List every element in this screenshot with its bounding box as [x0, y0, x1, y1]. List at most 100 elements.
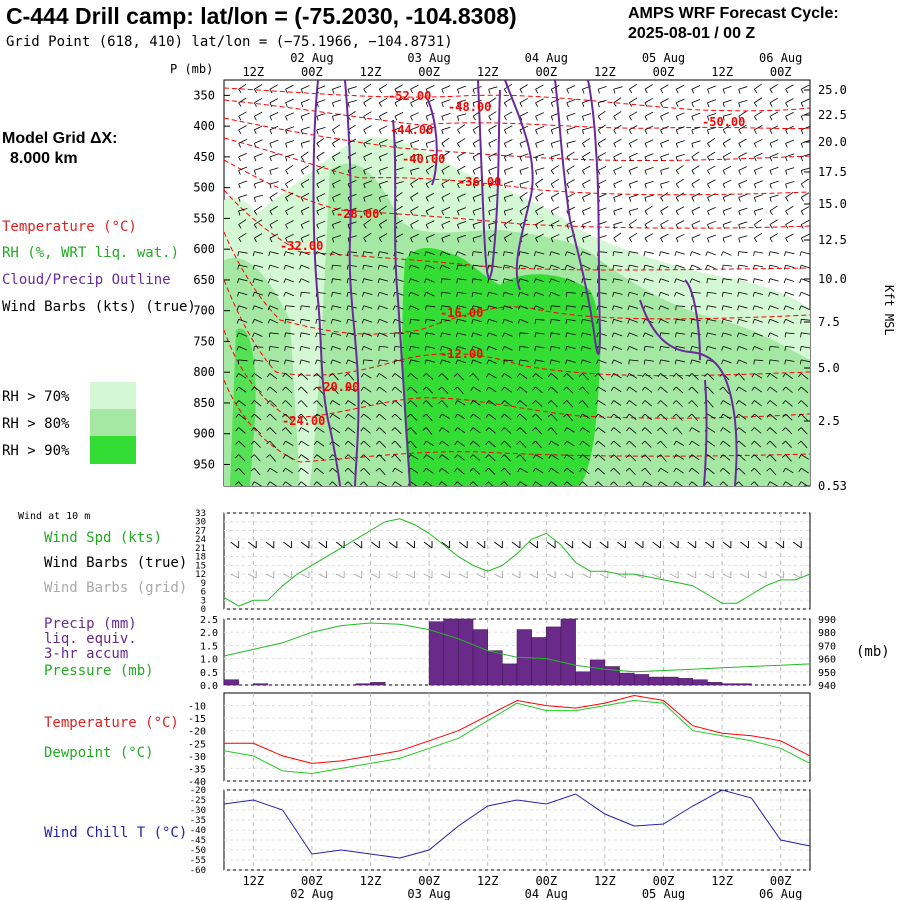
wind-barb-shaft — [269, 139, 279, 144]
wind-barb-shaft — [254, 251, 264, 254]
wind-barb-flag — [674, 292, 677, 297]
wind-barb-flag — [799, 292, 802, 297]
wind-barb-flag — [316, 224, 319, 229]
wind-barb-shaft — [269, 305, 279, 310]
wind-barb-flag — [391, 413, 396, 418]
wind-barb-shaft — [769, 233, 778, 239]
wind-barb-shaft — [785, 167, 795, 171]
wind-barb-flag — [582, 89, 585, 94]
wind-barb-flag — [566, 143, 569, 148]
wind-barb-flag — [472, 265, 474, 270]
wind-barb-flag — [721, 332, 724, 338]
wind-barb-flag — [658, 319, 661, 324]
wind-barb-flag — [767, 332, 771, 338]
wind-barb-shaft — [676, 84, 685, 90]
wind-barb-shaft — [535, 206, 544, 212]
wind-barb-shaft — [629, 467, 636, 476]
wind-barb-flag — [253, 210, 258, 215]
wind-barb-flag — [641, 427, 646, 432]
wind-barb-flag — [535, 237, 538, 243]
wind-barb-shaft — [629, 83, 638, 90]
precip-tick-label: 0.5 — [200, 668, 218, 679]
wind-barb-shaft — [410, 139, 420, 144]
wind-barb-flag — [410, 116, 413, 121]
wind-barb-shaft — [676, 220, 685, 225]
wind-barb-flag — [675, 183, 679, 188]
wind-barb-shaft — [332, 251, 341, 256]
wind-barb-flag — [424, 265, 427, 270]
wind-barb-shaft — [738, 86, 748, 90]
wind-barb-shaft — [785, 205, 794, 212]
wind-barb-flag — [313, 386, 318, 391]
wind-barb-shaft — [535, 98, 544, 104]
wind-barb-flag — [407, 373, 411, 378]
wind-barb-flag — [488, 129, 492, 134]
wind-barb-shaft — [504, 233, 513, 239]
wind-barb-shaft — [238, 427, 246, 434]
wind-barb-flag — [266, 427, 271, 431]
wind-barb-flag — [344, 454, 349, 459]
wind-barb-flag — [516, 386, 521, 391]
wind-barb-flag — [594, 467, 599, 472]
wind-barbs-grid-label: Wind Barbs (grid) — [44, 580, 187, 596]
wind10m-barb-true — [599, 541, 609, 549]
wind-barb-flag — [738, 102, 741, 108]
wind-barb-shaft — [597, 400, 606, 406]
precip-tick-label: 1.0 — [200, 655, 218, 666]
wind-barb-flag — [315, 332, 318, 338]
wind-barb-shaft — [535, 386, 543, 394]
bottom-time-tick-label: 12Z — [477, 874, 499, 888]
precip-bar — [692, 679, 708, 686]
wind-barb-flag — [363, 210, 366, 216]
wind-barb-shaft — [691, 85, 701, 90]
wind-barb-shaft — [566, 85, 576, 90]
wind-barb-flag — [363, 237, 367, 243]
wind-barb-flag — [488, 102, 492, 107]
wind-barb-flag — [300, 129, 303, 135]
wind-barb-flag — [409, 319, 411, 324]
wind-barb-shaft — [379, 373, 387, 379]
wind-barb-shaft — [472, 318, 482, 323]
wind-barb-flag — [610, 467, 614, 472]
wind-barb-shaft — [488, 180, 498, 185]
wind-barb-shaft — [550, 178, 560, 185]
wind-barb-flag — [800, 319, 802, 324]
wind-barb-flag — [565, 319, 568, 324]
wind-barb-flag — [580, 359, 583, 365]
wind-barb-flag — [377, 278, 380, 284]
wind-barb-shaft — [519, 305, 529, 310]
wind-barb-shaft — [300, 85, 310, 90]
wind-barb-shaft — [457, 454, 465, 461]
wind-barb-flag — [660, 116, 663, 121]
wind-barb-shaft — [363, 427, 371, 434]
wind-barb-shaft — [785, 481, 793, 486]
wind-barb-shaft — [504, 373, 513, 379]
wind-barb-flag — [641, 386, 646, 391]
temperature-contour — [224, 99, 810, 130]
wind-barb-shaft — [582, 127, 592, 131]
wind-barb-flag — [346, 346, 349, 351]
wind-barb-flag — [393, 346, 396, 351]
wind-barb-shaft — [488, 359, 498, 364]
wind-barb-shaft — [722, 345, 732, 350]
wind-barb-shaft — [410, 440, 417, 449]
model-grid-value: 8.000 km — [10, 150, 78, 167]
wind-barb-shaft — [754, 251, 764, 254]
wind-barb-flag — [644, 183, 647, 189]
wind-barb-flag — [375, 454, 380, 459]
wind-barb-shaft — [582, 481, 588, 486]
wind-barb-flag — [424, 278, 427, 283]
wind-barb-shaft — [504, 359, 514, 362]
wind-barb-flag — [251, 386, 255, 391]
wind-barb-shaft — [363, 166, 373, 171]
wind-barb-flag — [375, 467, 380, 472]
model-grid-label: Model Grid ΔX: — [2, 130, 118, 147]
wind-barb-shaft — [363, 152, 373, 158]
wind-barb-flag — [268, 265, 271, 270]
wind-barb-flag — [516, 413, 521, 418]
wind-barb-flag — [644, 210, 648, 215]
wind-barb-flag — [487, 265, 490, 270]
wind-barb-shaft — [644, 440, 652, 448]
temp-panel: Temperature (°C) Dewpoint (°C) -10-15-20… — [44, 692, 811, 788]
wind-barb-shaft — [394, 139, 404, 144]
